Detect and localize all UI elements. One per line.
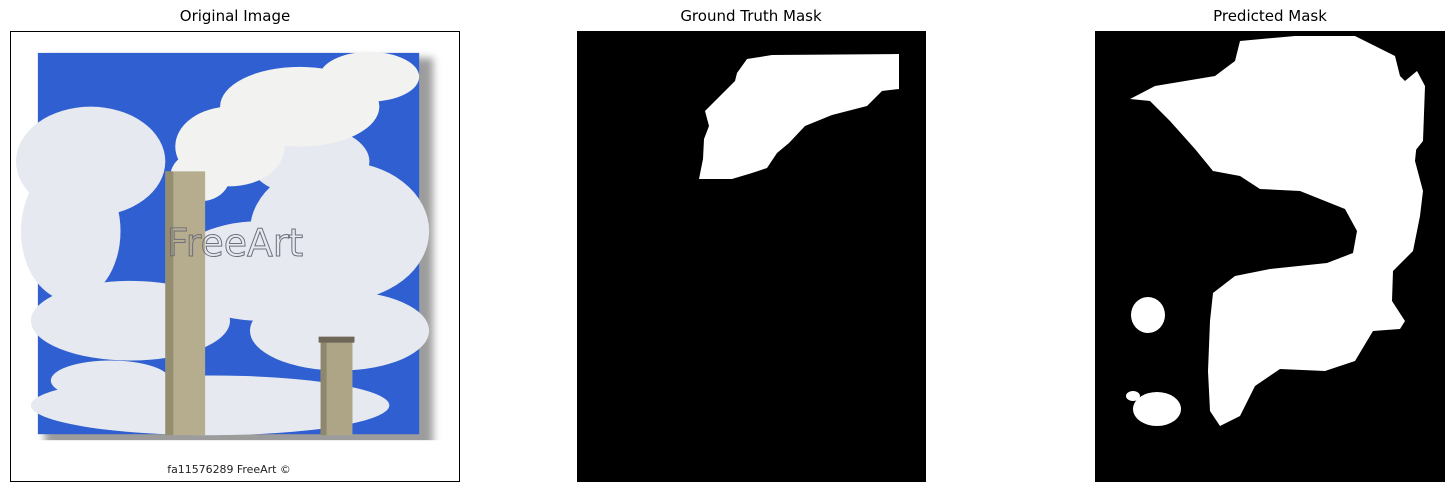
panel-title-predicted: Predicted Mask xyxy=(1213,7,1327,25)
original-image: FreeArt fa11576289 FreeArt © xyxy=(11,51,459,481)
panel-title-ground-truth: Ground Truth Mask xyxy=(680,7,822,25)
photo-caption: fa11576289 FreeArt © xyxy=(167,463,291,476)
ground-truth-region xyxy=(699,54,899,179)
watermark-text: FreeArt xyxy=(167,221,304,265)
predicted-blob-left xyxy=(1131,297,1165,333)
ground-truth-mask xyxy=(577,31,926,482)
photo xyxy=(15,51,430,436)
predicted-regions xyxy=(1126,36,1425,426)
predicted-region-main xyxy=(1130,36,1423,426)
ground-truth-mask-panel xyxy=(577,31,926,482)
predicted-mask xyxy=(1095,31,1445,482)
predicted-region-right-edge xyxy=(1393,71,1425,151)
predicted-blob-bottom xyxy=(1133,392,1181,426)
panel-title-original: Original Image xyxy=(179,7,291,25)
predicted-mask-panel xyxy=(1095,31,1445,482)
original-image-panel: FreeArt fa11576289 FreeArt © xyxy=(10,31,460,482)
